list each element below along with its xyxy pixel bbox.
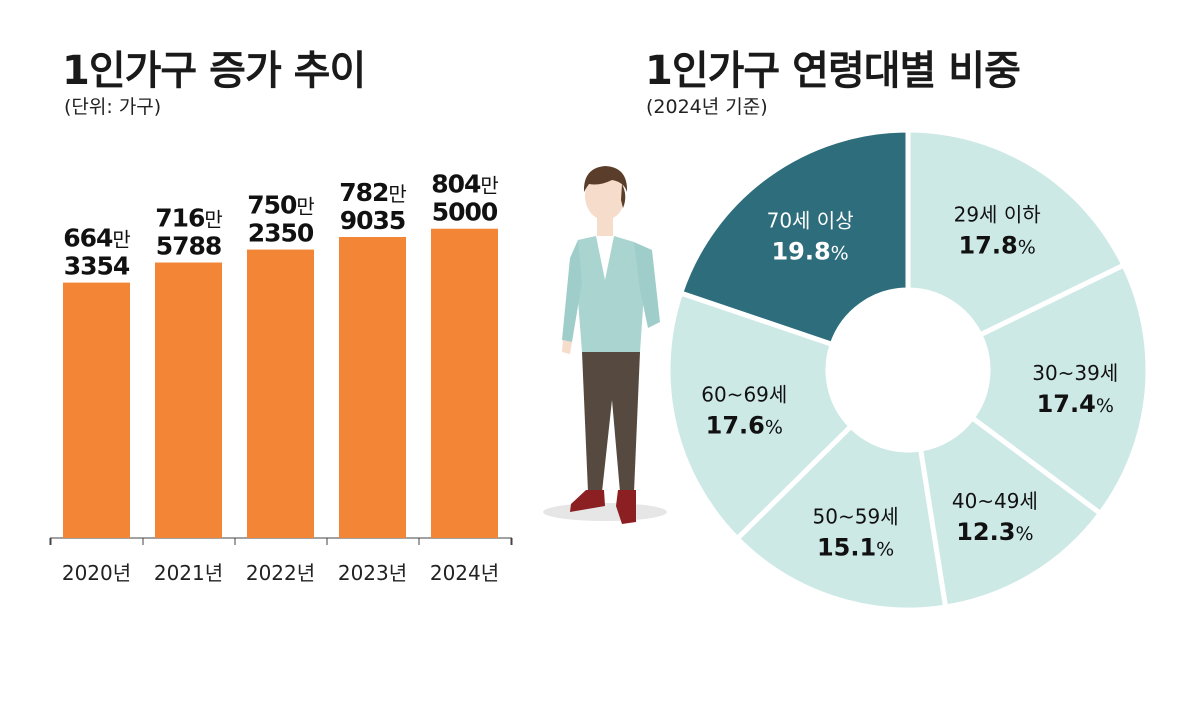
pie-slice — [905, 127, 1127, 338]
bar-value-label-top: 750만 — [247, 191, 314, 220]
pie-slice — [678, 127, 911, 347]
bar-value-label-bottom: 9035 — [340, 206, 406, 235]
pie-slice-label: 60~69세 — [701, 383, 787, 407]
bar-value-label-top: 804만 — [431, 170, 498, 199]
bar — [63, 282, 130, 538]
standing-man-illustration — [543, 166, 667, 524]
bar — [247, 249, 314, 538]
bar-chart-subtitle: (단위: 가구) — [64, 96, 162, 118]
pie-slice-value: 12.3% — [956, 518, 1033, 546]
pie-slice — [734, 423, 949, 613]
bar-value-label-top: 664만 — [63, 224, 130, 253]
pie-slice-value: 17.6% — [706, 412, 783, 440]
pie-slice-value: 15.1% — [817, 534, 894, 562]
bar-value-label-top: 782만 — [339, 178, 406, 207]
bar-value-label-bottom: 2350 — [248, 219, 314, 248]
donut-chart: 29세 이하 17.8% 30~39세 17.4% 40~49세 12.3% 50~59세 1… — [665, 127, 1151, 613]
pie-slice-label: 29세 이하 — [954, 203, 1041, 227]
pie-slice — [665, 290, 854, 542]
bar-chart-title: 1인가구 증가 추이 — [62, 48, 366, 94]
x-tick-label: 2021년 — [154, 561, 223, 585]
pie-slice-value: 17.8% — [958, 232, 1035, 260]
x-tick-label: 2023년 — [338, 561, 407, 585]
bar-value-label-bottom: 5788 — [156, 232, 222, 261]
pie-slice-value: 19.8% — [771, 237, 848, 265]
x-tick-label: 2020년 — [62, 561, 131, 585]
pie-slice — [969, 262, 1151, 516]
pie-slice-label: 40~49세 — [952, 489, 1038, 513]
bar-value-label-bottom: 5000 — [432, 198, 498, 227]
pie-slice-label: 50~59세 — [813, 505, 899, 529]
pie-slice-label: 30~39세 — [1032, 361, 1118, 385]
pie-slice — [918, 415, 1103, 610]
pie-slice-label: 70세 이상 — [767, 208, 854, 232]
x-tick-label: 2022년 — [246, 561, 315, 585]
bar — [339, 237, 406, 539]
pie-slice-value: 17.4% — [1037, 390, 1114, 418]
bar — [155, 262, 222, 538]
bar-value-label-bottom: 3354 — [64, 252, 130, 281]
x-tick-label: 2024년 — [430, 561, 499, 585]
pie-chart-title: 1인가구 연령대별 비중 — [645, 48, 1021, 94]
bar — [431, 228, 498, 538]
bar-value-label-top: 716만 — [155, 204, 222, 233]
pie-chart-subtitle: (2024년 기준) — [646, 96, 768, 118]
